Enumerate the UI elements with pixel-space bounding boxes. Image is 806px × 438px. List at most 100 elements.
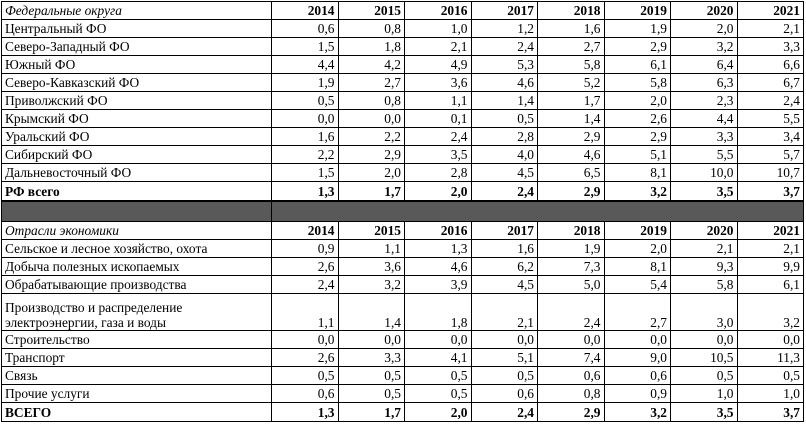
total-value-cell: 1,7 (337, 181, 405, 202)
value-cell: 0,0 (470, 330, 538, 349)
value-cell: 0,5 (271, 366, 339, 385)
value-cell: 11,3 (736, 348, 804, 367)
value-cell: 4,6 (404, 257, 472, 276)
value-cell: 1,1 (337, 239, 405, 258)
total-value-cell: 2,4 (470, 402, 538, 422)
total-value-cell: 1,3 (271, 402, 339, 422)
value-cell: 3,4 (736, 127, 804, 146)
table-row: Сельское и лесное хозяйство, охота 0,9 1,1… (1, 239, 804, 258)
value-cell: 5,0 (537, 275, 605, 294)
total-label: РФ всего (1, 181, 272, 202)
value-cell: 0,1 (404, 109, 472, 128)
year-header: 2016 (404, 1, 472, 20)
separator-cell (271, 200, 804, 222)
value-cell: 0,0 (271, 330, 339, 349)
row-label: Южный ФО (1, 55, 272, 74)
value-cell: 1,7 (537, 91, 605, 110)
value-cell: 6,1 (736, 275, 804, 294)
value-cell: 1,4 (470, 91, 538, 110)
table-row: Северо-Кавказский ФО 1,9 2,7 3,6 4,6 5,2 5,8 6,… (1, 73, 804, 92)
total-value-cell: 3,7 (736, 402, 804, 422)
table-row: Южный ФО 4,4 4,2 4,9 5,3 5,8 6,1 6,4 6,6 (1, 55, 804, 74)
value-cell: 5,3 (470, 55, 538, 74)
value-cell: 1,6 (537, 19, 605, 38)
section-header-row: Федеральные округа 2014 2015 2016 2017 2018 20… (1, 1, 804, 20)
total-value-cell: 2,9 (537, 402, 605, 422)
value-cell: 3,2 (670, 37, 738, 56)
value-cell: 2,7 (603, 293, 671, 331)
value-cell: 0,5 (470, 366, 538, 385)
year-header: 2014 (271, 221, 339, 240)
total-value-cell: 1,7 (337, 402, 405, 422)
value-cell: 5,1 (603, 145, 671, 164)
row-label: Северо-Кавказский ФО (1, 73, 272, 92)
value-cell: 6,5 (537, 163, 605, 182)
total-row: РФ всего 1,3 1,7 2,0 2,4 2,9 3,2 3,5 3,7 (1, 181, 804, 202)
value-cell: 4,2 (337, 55, 405, 74)
section-header-label: Отрасли экономики (1, 221, 272, 240)
value-cell: 3,3 (736, 37, 804, 56)
value-cell: 3,3 (670, 127, 738, 146)
value-cell: 0,9 (603, 384, 671, 403)
value-cell: 4,5 (470, 275, 538, 294)
value-cell: 1,6 (271, 127, 339, 146)
year-header: 2018 (537, 221, 605, 240)
value-cell: 5,8 (603, 73, 671, 92)
value-cell: 2,6 (271, 348, 339, 367)
row-label: Дальневосточный ФО (1, 163, 272, 182)
data-table-body: Федеральные округа 2014 2015 2016 2017 2018 20… (1, 1, 804, 422)
year-header: 2017 (470, 221, 538, 240)
value-cell: 2,1 (470, 293, 538, 331)
value-cell: 1,5 (271, 37, 339, 56)
value-cell: 6,7 (736, 73, 804, 92)
value-cell: 6,1 (603, 55, 671, 74)
total-value-cell: 2,4 (470, 181, 538, 202)
table-row: Производство и распределение электроэнер… (1, 293, 804, 331)
value-cell: 0,5 (470, 109, 538, 128)
table-row: Прочие услуги 0,6 0,5 0,5 0,6 0,8 0,9 1,0 1,0 (1, 384, 804, 403)
total-value-cell: 2,9 (537, 181, 605, 202)
value-cell: 2,1 (404, 37, 472, 56)
value-cell: 7,3 (537, 257, 605, 276)
row-label: Прочие услуги (1, 384, 272, 403)
year-header: 2021 (736, 1, 804, 20)
value-cell: 6,4 (670, 55, 738, 74)
value-cell: 2,7 (537, 37, 605, 56)
value-cell: 1,9 (603, 19, 671, 38)
value-cell: 0,6 (271, 19, 339, 38)
table-row: Дальневосточный ФО 1,5 2,0 2,8 4,5 6,5 8,1 10,0… (1, 163, 804, 182)
value-cell: 4,5 (470, 163, 538, 182)
value-cell: 9,9 (736, 257, 804, 276)
table-row: Связь 0,5 0,5 0,5 0,5 0,6 0,6 0,5 0,5 (1, 366, 804, 385)
value-cell: 1,0 (670, 384, 738, 403)
row-label: Северо-Западный ФО (1, 37, 272, 56)
value-cell: 2,6 (603, 109, 671, 128)
value-cell: 0,0 (404, 330, 472, 349)
value-cell: 2,1 (736, 19, 804, 38)
value-cell: 2,0 (603, 239, 671, 258)
table-row: Добыча полезных ископаемых 2,6 3,6 4,6 6,2 7,… (1, 257, 804, 276)
table-row: Приволжский ФО 0,5 0,8 1,1 1,4 1,7 2,0 2,3 2,4 (1, 91, 804, 110)
year-header: 2018 (537, 1, 605, 20)
value-cell: 9,3 (670, 257, 738, 276)
total-label: ВСЕГО (1, 402, 272, 422)
row-label: Строительство (1, 330, 272, 349)
value-cell: 6,2 (470, 257, 538, 276)
value-cell: 5,5 (736, 109, 804, 128)
total-value-cell: 3,2 (603, 402, 671, 422)
total-value-cell: 2,0 (404, 402, 472, 422)
row-label: Приволжский ФО (1, 91, 272, 110)
row-label: Сибирский ФО (1, 145, 272, 164)
value-cell: 2,4 (271, 275, 339, 294)
separator-cell (1, 200, 272, 222)
value-cell: 0,5 (670, 366, 738, 385)
value-cell: 1,9 (271, 73, 339, 92)
value-cell: 0,6 (537, 366, 605, 385)
value-cell: 2,4 (736, 91, 804, 110)
value-cell: 8,1 (603, 257, 671, 276)
row-label: Связь (1, 366, 272, 385)
value-cell: 2,0 (670, 19, 738, 38)
value-cell: 0,8 (337, 19, 405, 38)
value-cell: 0,6 (470, 384, 538, 403)
value-cell: 1,4 (337, 293, 405, 331)
